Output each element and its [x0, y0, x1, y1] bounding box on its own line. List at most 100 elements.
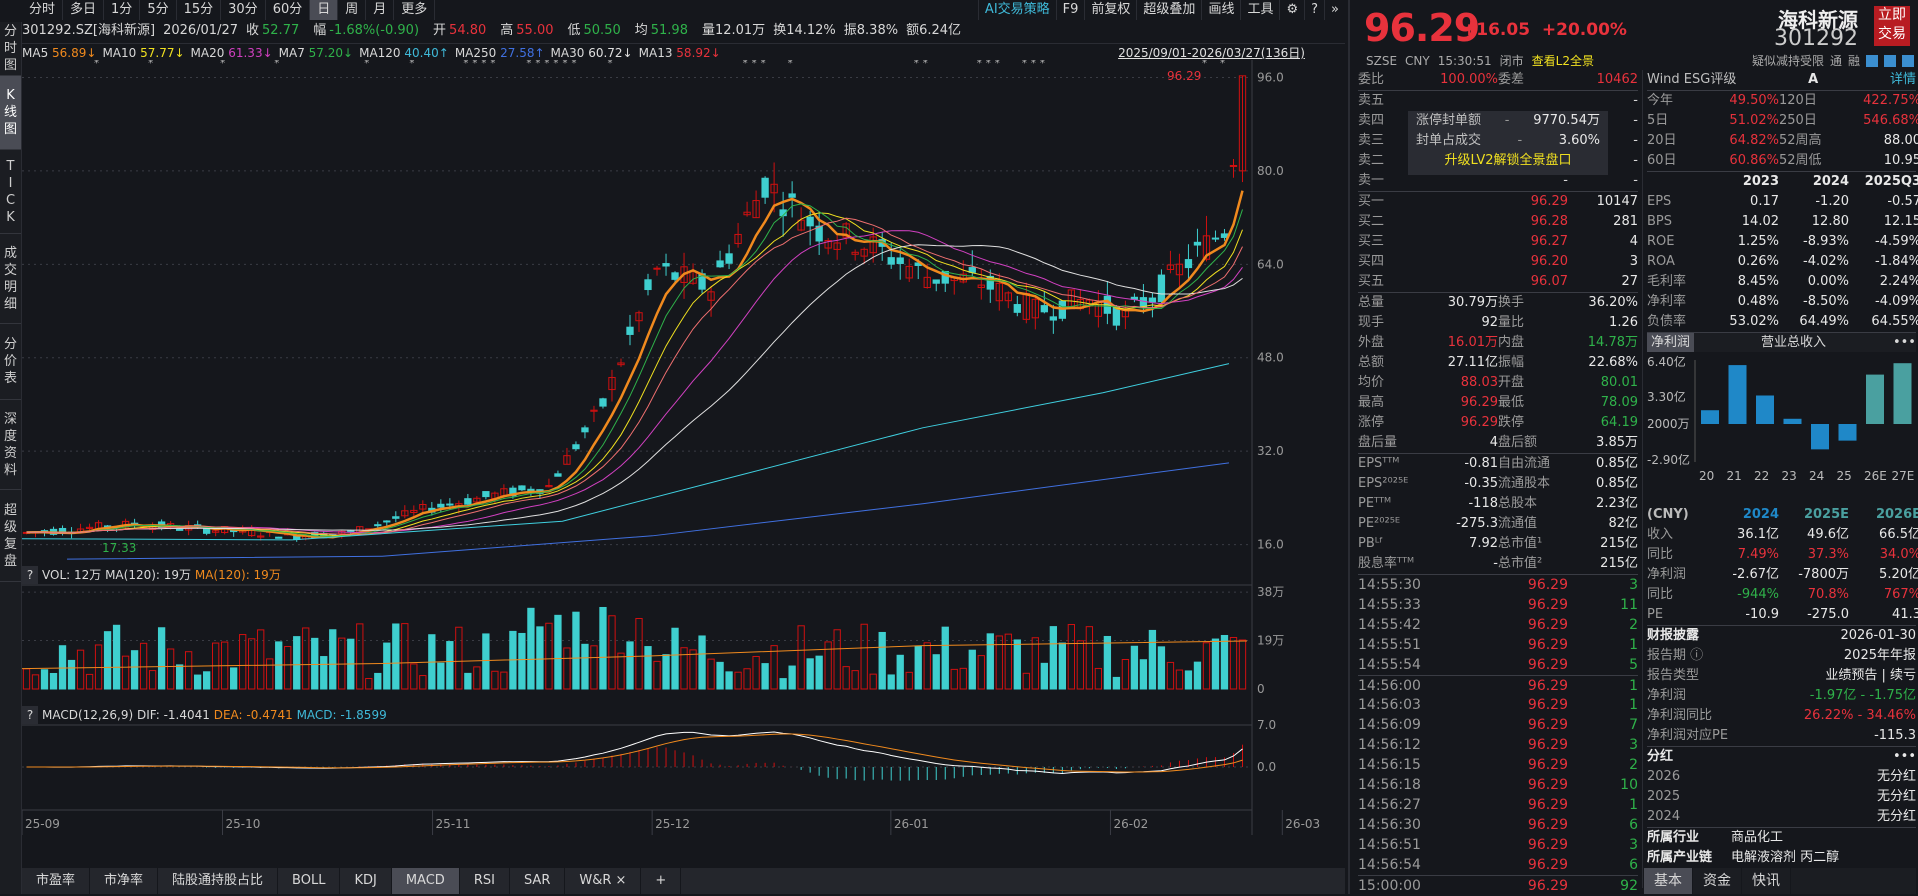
period-tab-60分[interactable]: 60分: [266, 0, 311, 20]
ask-row: 卖三 -: [1358, 131, 1638, 151]
trade-price: 96.29: [1527, 617, 1568, 633]
period-tab-30分[interactable]: 30分: [221, 0, 266, 20]
kline-chart[interactable]: 96.0 80.0 64.0 48.0 32.0 16.0 96.29 17.33 * * * * * *…: [22, 60, 1345, 835]
tab-char: T: [6, 158, 15, 174]
tool-button-2[interactable]: 前复权: [1084, 0, 1136, 20]
period-tab-15分[interactable]: 15分: [177, 0, 222, 20]
perf-label2: 250日: [1779, 113, 1817, 128]
quote-field: 50.50: [583, 23, 621, 38]
info-tab-基本[interactable]: 基本: [1644, 868, 1693, 894]
svg-text:*: *: [1220, 60, 1225, 69]
trade-now-button[interactable]: 立即交易: [1874, 6, 1910, 46]
svg-text:-2.90亿: -2.90亿: [1647, 452, 1690, 467]
report-value: 26.22% - 34.46%: [1803, 708, 1916, 723]
change-pct: +20.00%: [1541, 20, 1627, 40]
forecast-row: 同比 7.49% 37.3% 34.0%: [1647, 545, 1918, 565]
profit-tab-0[interactable]: 净利润: [1647, 333, 1695, 352]
indicator-tab-5[interactable]: MACD: [391, 868, 460, 894]
trade-row: 14:56:12 96.29 3: [1358, 735, 1638, 755]
fundamentals-column: Wind ESG评级 A 详情 今年 49.50% 120日 422.75% 5日 51.02…: [1642, 70, 1918, 888]
ask-volume: -: [1633, 153, 1638, 168]
period-tab-更多[interactable]: 更多: [394, 0, 436, 20]
indicator-tab-2[interactable]: 陆股通持股占比: [158, 868, 279, 894]
perf-row: 今年 49.50% 120日 422.75%: [1647, 91, 1918, 111]
tool-button-3[interactable]: 超级叠加: [1136, 0, 1201, 20]
view-l2-link[interactable]: 查看L2全景: [1531, 54, 1594, 68]
period-tab-周[interactable]: 周: [338, 0, 367, 20]
esg-detail-link[interactable]: 详情: [1889, 72, 1916, 87]
tool-button-0[interactable]: AI交易策略: [977, 0, 1056, 20]
forecast-value: -944%: [1737, 587, 1779, 602]
profit-tab-2[interactable]: •••: [1892, 335, 1916, 350]
forecast-value: -2.67亿: [1732, 567, 1779, 582]
tool-button-1[interactable]: F9: [1055, 0, 1085, 20]
edit-icon[interactable]: [1866, 54, 1878, 67]
sidebar-tab-0[interactable]: 分时图: [0, 22, 21, 76]
fund-row-label2: 总股本: [1498, 496, 1538, 511]
indicator-tab-3[interactable]: BOLL: [278, 868, 341, 894]
svg-text:*: *: [571, 60, 576, 69]
ask-price-dash: -: [1563, 173, 1568, 188]
sidebar-tab-6[interactable]: 超级复盘: [0, 490, 21, 582]
trade-volume: 1: [1629, 697, 1638, 713]
sidebar-tab-4[interactable]: 分价表: [0, 324, 21, 400]
period-tab-日[interactable]: 日: [310, 0, 339, 20]
trade-price: 96.29: [1527, 597, 1568, 613]
ma-name: MA30: [550, 46, 585, 60]
stat-row-label: 涨停: [1358, 415, 1385, 430]
period-tab-月[interactable]: 月: [366, 0, 395, 20]
ask-volume: -: [1633, 113, 1638, 128]
info-tab-资金[interactable]: 资金: [1693, 868, 1742, 894]
weibi-row-value: 100.00%: [1440, 72, 1498, 87]
popup-row: 涨停封单额 - 9770.54万: [1408, 111, 1608, 131]
tool-button-7[interactable]: ?: [1304, 0, 1324, 20]
tool-button-4[interactable]: 画线: [1201, 0, 1240, 20]
help-button[interactable]: ?: [22, 706, 38, 724]
indicator-tab-1[interactable]: 市净率: [90, 868, 159, 894]
period-tab-1分[interactable]: 1分: [104, 0, 141, 20]
info-tab-快讯[interactable]: 快讯: [1742, 868, 1791, 894]
stat-row-value2: 78.09: [1600, 395, 1638, 410]
indicator-tab-9[interactable]: +: [641, 868, 682, 894]
svg-text:0.0: 0.0: [1257, 760, 1276, 774]
fin-header: 2023 2024 2025Q3: [1647, 172, 1918, 192]
add-icon[interactable]: [1902, 54, 1914, 67]
indicator-tab-4[interactable]: KDJ: [340, 868, 392, 894]
date-range-link[interactable]: 2025/09/01-2026/03/27(136日): [1118, 46, 1305, 60]
indicator-tab-7[interactable]: SAR: [510, 868, 566, 894]
sidebar-tab-3[interactable]: 成交明细: [0, 234, 21, 324]
profit-tab-1[interactable]: 营业总收入: [1760, 335, 1826, 350]
fin-value: 53.02%: [1729, 314, 1779, 329]
trade-row: 14:56:00 96.29 1: [1358, 675, 1638, 695]
weibi-row-label: 委比: [1358, 72, 1385, 87]
period-tab-分时[interactable]: 分时: [22, 0, 64, 20]
fin-value: 0.17: [1750, 194, 1779, 209]
fund-row-label2: 流通值: [1498, 516, 1538, 531]
period-tab-5分[interactable]: 5分: [140, 0, 177, 20]
indicator-tab-8[interactable]: W&R ×: [565, 868, 642, 894]
upgrade-l2-link[interactable]: 升级LV2解锁全景盘口: [1444, 153, 1572, 168]
tool-button-5[interactable]: 工具: [1240, 0, 1279, 20]
help-button[interactable]: ?: [22, 566, 38, 584]
trade-row: 14:56:30 96.29 6: [1358, 815, 1638, 835]
trade-time: 14:56:54: [1358, 857, 1421, 873]
svg-text:*: *: [274, 60, 279, 69]
bell-icon[interactable]: [1884, 54, 1896, 67]
tab-char: 线: [3, 105, 17, 120]
svg-text:*: *: [472, 60, 477, 69]
quote-field: 换14.12%: [773, 23, 836, 38]
ask-volume: -: [1633, 133, 1638, 148]
tool-button-8[interactable]: »: [1324, 0, 1345, 20]
perf-value: 64.82%: [1729, 133, 1779, 148]
fin-value: 1.25%: [1737, 234, 1779, 249]
perf-label: 今年: [1647, 93, 1674, 108]
tool-button-6[interactable]: ⚙: [1279, 0, 1304, 20]
sidebar-tab-5[interactable]: 深度资料: [0, 400, 21, 490]
fund-row-label2: 流通股本: [1498, 476, 1551, 491]
indicator-tab-0[interactable]: 市盈率: [22, 868, 91, 894]
dividend-more-button[interactable]: •••: [1892, 749, 1916, 764]
period-tab-多日[interactable]: 多日: [63, 0, 105, 20]
indicator-tab-6[interactable]: RSI: [460, 868, 510, 894]
